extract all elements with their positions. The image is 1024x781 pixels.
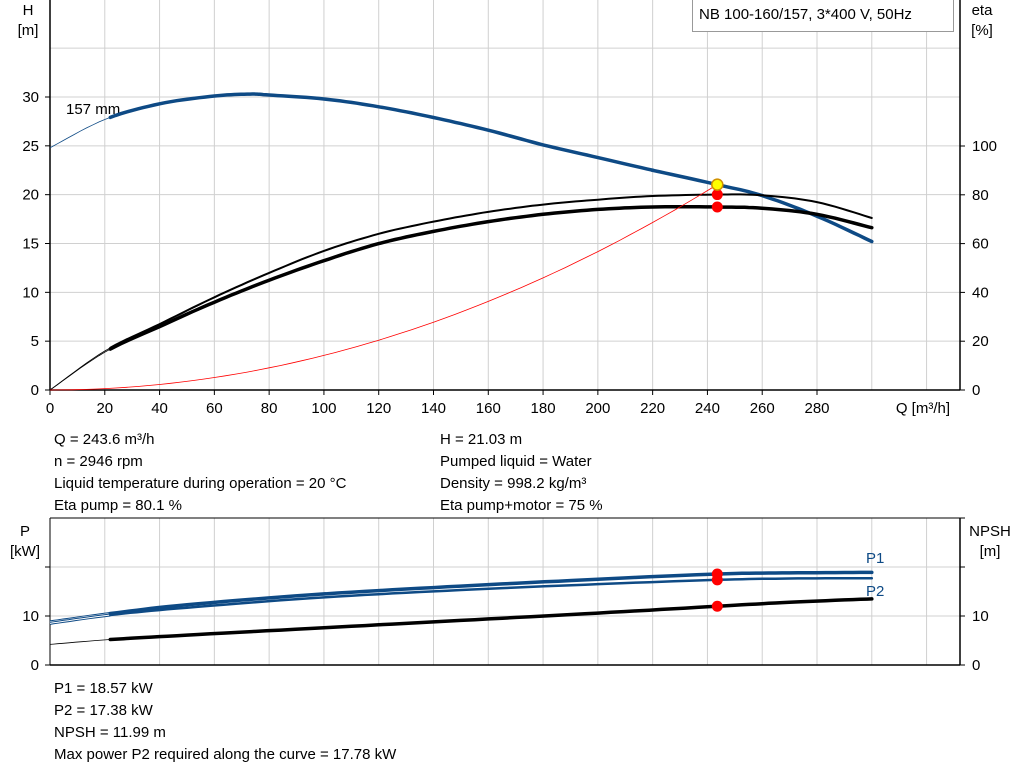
p2-curve bbox=[109, 577, 874, 617]
x-tick-label: 180 bbox=[531, 400, 556, 417]
x-tick-label: 140 bbox=[421, 400, 446, 417]
y-tick-label: 20 bbox=[22, 187, 39, 204]
y-axis-right-label: eta [%] bbox=[971, 2, 993, 39]
x-tick-label: 260 bbox=[750, 400, 775, 417]
y-tick-label: 5 bbox=[31, 333, 39, 350]
y-right-tick-label: 10 bbox=[972, 608, 989, 625]
operating-point-p1 bbox=[711, 568, 723, 580]
x-tick-label: 280 bbox=[804, 400, 829, 417]
chart-title: NB 100-160/157, 3*400 V, 50Hz bbox=[692, 0, 954, 32]
system-curve bbox=[49, 184, 718, 391]
p2-curve-extension-inner bbox=[49, 614, 111, 624]
x-tick-label: 0 bbox=[46, 400, 54, 417]
info-top-right: H = 21.03 m Pumped liquid = Water Densit… bbox=[440, 429, 603, 517]
x-axis-label: Q [m³/h] bbox=[896, 400, 950, 417]
eta-pump-motor-curve-extension bbox=[49, 348, 111, 391]
operating-point-eta-pump-motor bbox=[711, 201, 723, 213]
info-n: n = 2946 rpm bbox=[54, 453, 143, 470]
y-tick-label: 0 bbox=[31, 657, 39, 674]
operating-point-head bbox=[711, 178, 724, 191]
y-right-tick-label: 100 bbox=[972, 138, 997, 155]
info-temp: Liquid temperature during operation = 20… bbox=[54, 475, 347, 492]
info-liquid: Pumped liquid = Water bbox=[440, 453, 592, 470]
x-tick-label: 120 bbox=[366, 400, 391, 417]
y-axis-label: H [m] bbox=[18, 2, 39, 39]
info-q: Q = 243.6 m³/h bbox=[54, 431, 155, 448]
p2-curve-label: P2 bbox=[866, 583, 884, 600]
y-tick-label: 30 bbox=[22, 89, 39, 106]
y-tick-label: 15 bbox=[22, 236, 39, 253]
y-tick-label: 10 bbox=[22, 284, 39, 301]
x-tick-label: 60 bbox=[206, 400, 223, 417]
npsh-curve bbox=[108, 597, 874, 642]
info-npsh: NPSH = 11.99 m bbox=[54, 724, 166, 741]
x-tick-label: 100 bbox=[311, 400, 336, 417]
info-p1: P1 = 18.57 kW bbox=[54, 680, 153, 697]
p1-curve-label: P1 bbox=[866, 550, 884, 567]
eta-pump-motor-curve bbox=[108, 205, 874, 351]
y-right-tick-label: 60 bbox=[972, 236, 989, 253]
y-right-tick-label: 0 bbox=[972, 657, 980, 674]
impeller-diameter-label: 157 mm bbox=[66, 101, 120, 118]
x-tick-label: 160 bbox=[476, 400, 501, 417]
y-tick-label: 10 bbox=[22, 608, 39, 625]
info-density: Density = 998.2 kg/m³ bbox=[440, 475, 587, 492]
operating-point-eta-pump bbox=[711, 189, 723, 201]
y-axis-right-label: NPSH [m] bbox=[969, 523, 1011, 560]
h-curve-extension bbox=[49, 117, 111, 149]
y-tick-label: 0 bbox=[31, 382, 39, 399]
x-tick-label: 200 bbox=[585, 400, 610, 417]
info-bottom: P1 = 18.57 kW P2 = 17.38 kW NPSH = 11.99… bbox=[54, 678, 396, 766]
y-right-tick-label: 80 bbox=[972, 187, 989, 204]
y-right-tick-label: 40 bbox=[972, 284, 989, 301]
x-tick-label: 220 bbox=[640, 400, 665, 417]
y-axis-label: P [kW] bbox=[10, 523, 40, 560]
p1-curve bbox=[108, 570, 874, 616]
x-tick-label: 240 bbox=[695, 400, 720, 417]
info-h: H = 21.03 m bbox=[440, 431, 523, 448]
operating-point-npsh bbox=[711, 600, 723, 612]
y-right-tick-label: 0 bbox=[972, 382, 980, 399]
info-max-p2: Max power P2 required along the curve = … bbox=[54, 746, 397, 763]
x-tick-label: 20 bbox=[96, 400, 113, 417]
x-tick-label: 80 bbox=[261, 400, 278, 417]
info-eta-pump: Eta pump = 80.1 % bbox=[54, 497, 182, 514]
eta-pump-curve bbox=[109, 193, 873, 349]
npsh-curve-extension bbox=[49, 639, 111, 645]
x-tick-label: 40 bbox=[151, 400, 168, 417]
info-eta-pump-motor: Eta pump+motor = 75 % bbox=[440, 497, 603, 514]
info-top-left: Q = 243.6 m³/h n = 2946 rpm Liquid tempe… bbox=[54, 429, 346, 517]
info-p2: P2 = 17.38 kW bbox=[54, 702, 153, 719]
h-curve bbox=[108, 92, 874, 244]
y-right-tick-label: 20 bbox=[972, 333, 989, 350]
y-tick-label: 25 bbox=[22, 138, 39, 155]
